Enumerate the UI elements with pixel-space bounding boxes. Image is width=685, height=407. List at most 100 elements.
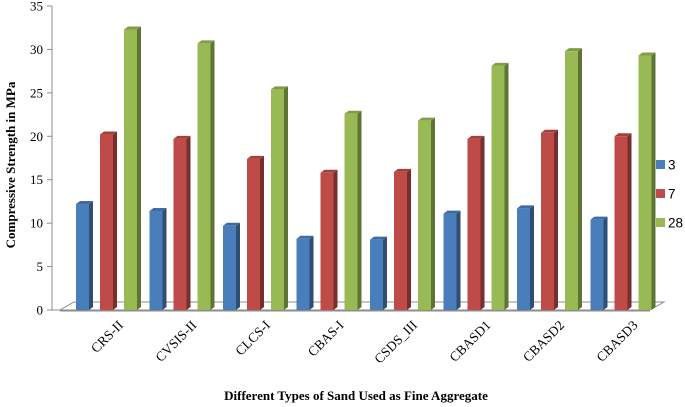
bar-side — [260, 155, 264, 310]
bar — [197, 40, 215, 310]
bar-side — [357, 110, 362, 311]
y-tick-label: 20 — [30, 129, 43, 144]
bar-top — [76, 201, 93, 205]
bar-side — [603, 216, 608, 310]
bar-side — [456, 210, 461, 310]
bar — [443, 210, 461, 310]
bars — [76, 26, 656, 311]
bar-top — [320, 169, 338, 173]
bar-front — [100, 134, 113, 310]
y-tick-label: 5 — [37, 259, 44, 274]
bar-front — [394, 171, 407, 310]
bar-top — [638, 52, 656, 56]
bar-front — [197, 43, 211, 310]
bar-top — [344, 110, 362, 114]
bar — [149, 207, 167, 310]
bar-top — [173, 135, 191, 139]
bar-front — [344, 113, 358, 311]
bar — [491, 62, 509, 310]
bar — [565, 48, 582, 311]
bar-front — [491, 65, 505, 310]
bar-front — [418, 120, 431, 310]
bar-front — [149, 210, 163, 310]
bar-side — [651, 52, 656, 310]
bar-top — [517, 205, 534, 209]
bar-front — [517, 208, 530, 310]
y-tick-label: 15 — [30, 172, 43, 187]
legend-label: 28 — [668, 216, 683, 231]
bar-side — [284, 86, 288, 310]
y-tick-label: 0 — [37, 303, 44, 318]
bar-top — [491, 62, 509, 66]
bar — [271, 86, 288, 310]
bar-front — [271, 89, 284, 310]
bar — [394, 168, 411, 310]
bar-top — [394, 168, 411, 172]
bar-side — [113, 131, 117, 310]
x-tick-label: CBASD1 — [446, 318, 493, 365]
bar-top — [197, 40, 215, 44]
y-tick-label: 25 — [30, 85, 43, 100]
bar-top — [271, 86, 288, 90]
bar-side — [431, 117, 435, 310]
legend-label: 7 — [668, 187, 676, 202]
legend-swatch — [656, 160, 665, 169]
bar-side — [137, 26, 141, 311]
bar-side — [407, 168, 411, 310]
bar-side — [480, 135, 485, 310]
bar — [418, 117, 435, 310]
bar-top — [565, 48, 582, 52]
bar-front — [541, 132, 554, 310]
bar — [296, 235, 314, 310]
bar-side — [162, 207, 167, 310]
bar — [247, 155, 264, 310]
bar-front — [124, 29, 137, 311]
legend-swatch — [656, 218, 665, 227]
bar — [370, 236, 387, 310]
x-axis-title: Different Types of Sand Used as Fine Agg… — [224, 388, 488, 403]
bar-side — [186, 135, 191, 310]
bar — [517, 205, 534, 310]
bar-side — [210, 40, 215, 310]
bar-front — [223, 225, 236, 310]
bar-side — [383, 236, 387, 310]
x-tick-label: CSDS_III — [371, 317, 420, 366]
bar-top — [247, 155, 264, 159]
bar-front — [296, 238, 310, 310]
bar-side — [504, 62, 509, 310]
bar-side — [89, 201, 93, 310]
bar-top — [467, 135, 485, 139]
bar-side — [530, 205, 534, 310]
bar — [320, 169, 338, 310]
bar-front — [76, 204, 89, 310]
bar-front — [443, 213, 457, 310]
bar — [467, 135, 485, 310]
bar-top — [370, 236, 387, 240]
bar-front — [173, 138, 187, 310]
bar-front — [247, 158, 260, 310]
bar-top — [223, 222, 240, 226]
x-tick-label: CBASD2 — [520, 318, 567, 365]
bar-front — [638, 55, 652, 310]
y-tick-label: 10 — [30, 216, 43, 231]
bar-front — [320, 172, 334, 310]
x-tick-label: CBAS-I — [305, 317, 347, 359]
bar-top — [100, 131, 117, 135]
bar-top — [296, 235, 314, 239]
bar-side — [333, 169, 338, 310]
bar — [590, 216, 608, 310]
bar — [344, 110, 362, 311]
legend-swatch — [656, 189, 665, 198]
bar — [124, 26, 141, 311]
bar — [223, 222, 240, 310]
bar-top — [614, 133, 632, 137]
bar — [541, 129, 558, 310]
bar-front — [565, 51, 578, 311]
x-tick-label: CVSIS-II — [152, 317, 200, 365]
bar-side — [554, 129, 558, 310]
bar-front — [370, 239, 383, 310]
bar-top — [443, 210, 461, 214]
bar-front — [467, 138, 481, 310]
x-tick-label: CLCS-I — [232, 317, 273, 358]
bar-side — [236, 222, 240, 310]
